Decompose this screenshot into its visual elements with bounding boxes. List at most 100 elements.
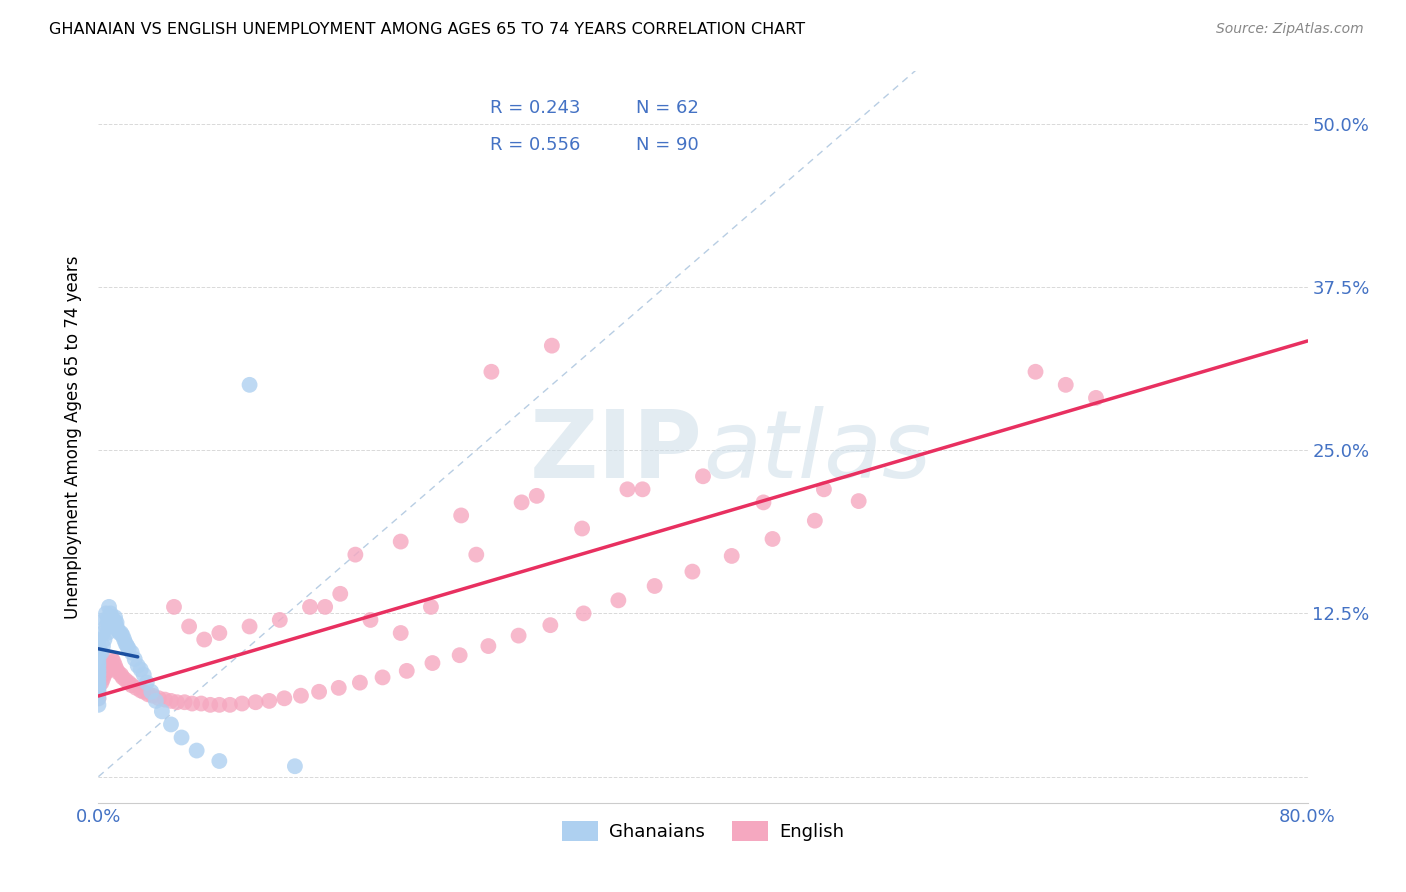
Point [87,675,110,690]
Point [104,615,127,630]
Point [87,672,110,686]
Point [87,685,110,699]
Point [752,495,775,509]
Point [98,599,121,614]
Point [105,663,128,677]
Point [105,615,128,630]
Point [314,599,336,614]
Point [616,483,638,497]
Point [129,683,152,698]
Point [219,698,242,712]
Point [148,691,170,706]
Point [208,626,231,640]
Point [273,691,295,706]
Point [813,483,835,497]
Point [98,658,121,673]
Point [142,689,165,703]
Point [96,663,118,677]
Point [644,579,666,593]
Point [101,615,124,630]
Point [422,656,444,670]
Point [389,626,412,640]
Point [720,549,742,563]
Point [510,495,533,509]
Point [114,673,136,687]
Point [94,665,117,680]
Text: ZIP: ZIP [530,406,703,498]
Point [136,687,159,701]
Point [104,610,127,624]
Point [290,689,312,703]
Point [132,685,155,699]
Point [449,648,471,663]
Point [91,639,114,653]
Point [93,632,115,647]
Y-axis label: Unemployment Among Ages 65 to 74 years: Unemployment Among Ages 65 to 74 years [63,255,82,619]
Text: R = 0.556: R = 0.556 [491,136,581,153]
Point [450,508,472,523]
Point [153,692,176,706]
Point [160,717,183,731]
Point [115,639,138,653]
Point [118,675,141,690]
Point [103,613,125,627]
Point [96,613,118,627]
Point [477,639,499,653]
Point [107,624,129,638]
Point [571,521,593,535]
Point [360,613,382,627]
Point [284,759,307,773]
Point [96,626,118,640]
Point [103,655,125,669]
Point [101,610,124,624]
Point [804,514,827,528]
Point [329,587,352,601]
Point [257,694,280,708]
Point [125,681,148,695]
Point [107,665,129,680]
Text: GHANAIAN VS ENGLISH UNEMPLOYMENT AMONG AGES 65 TO 74 YEARS CORRELATION CHART: GHANAIAN VS ENGLISH UNEMPLOYMENT AMONG A… [49,22,806,37]
Point [607,593,630,607]
Point [481,365,503,379]
Point [135,675,157,690]
Point [395,664,418,678]
Point [111,629,134,643]
Point [166,695,188,709]
Point [179,619,201,633]
Point [132,667,155,682]
Point [100,613,122,627]
Point [526,489,548,503]
Point [87,646,110,660]
Point [572,607,595,621]
Point [344,548,367,562]
Point [104,658,127,673]
Point [208,754,231,768]
Point [91,672,114,686]
Point [239,377,262,392]
Point [239,619,262,633]
Point [94,619,117,633]
Point [100,656,122,670]
Point [87,649,110,664]
Point [110,626,132,640]
Point [173,695,195,709]
Text: N = 62: N = 62 [637,99,699,117]
Point [87,667,110,682]
Point [371,670,394,684]
Point [90,675,112,690]
Point [848,494,870,508]
Text: R = 0.243: R = 0.243 [491,99,581,117]
Point [87,639,110,653]
Point [129,663,152,677]
Point [87,698,110,712]
Point [87,681,110,695]
Point [112,632,135,647]
Point [87,675,110,690]
Point [93,613,115,627]
Point [103,619,125,633]
Point [245,695,267,709]
Point [87,678,110,692]
Point [538,618,561,632]
Point [110,667,132,682]
Point [114,636,136,650]
